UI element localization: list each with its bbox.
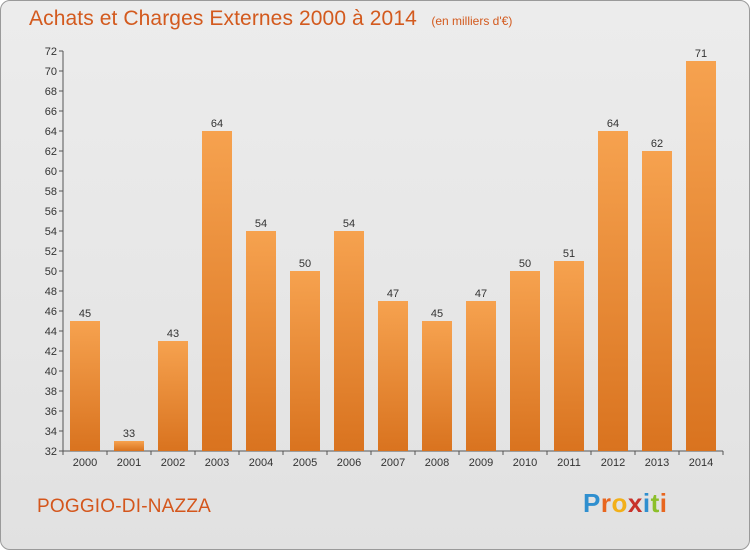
x-tick-label: 2010 bbox=[513, 457, 537, 469]
bar-2014 bbox=[686, 61, 716, 451]
bar-2006 bbox=[334, 231, 364, 451]
chart-title: Achats et Charges Externes 2000 à 2014 bbox=[29, 7, 417, 30]
chart-unit: (en milliers d'€) bbox=[431, 14, 513, 28]
x-tick-label: 2004 bbox=[249, 457, 273, 469]
bar-2013 bbox=[642, 151, 672, 451]
bar-2005 bbox=[290, 271, 320, 451]
y-tick-label: 56 bbox=[45, 206, 57, 218]
logo-letter: i bbox=[659, 488, 668, 518]
bar-2003 bbox=[202, 131, 232, 451]
data-label: 50 bbox=[299, 258, 311, 270]
logo-letter: i bbox=[642, 488, 651, 518]
proxiti-logo: Proxiti bbox=[583, 488, 667, 519]
data-label: 64 bbox=[607, 118, 619, 130]
y-tick-label: 36 bbox=[45, 406, 57, 418]
logo-letter: x bbox=[627, 488, 643, 518]
y-tick-label: 44 bbox=[45, 326, 57, 338]
y-tick-label: 40 bbox=[45, 366, 57, 378]
data-label: 71 bbox=[695, 48, 707, 60]
data-label: 64 bbox=[211, 118, 223, 130]
bar-2010 bbox=[510, 271, 540, 451]
y-tick-label: 50 bbox=[45, 266, 57, 278]
data-label: 47 bbox=[387, 288, 399, 300]
bar-2007 bbox=[378, 301, 408, 451]
y-tick-label: 64 bbox=[45, 126, 57, 138]
x-tick-label: 2006 bbox=[337, 457, 361, 469]
y-tick-label: 34 bbox=[45, 426, 57, 438]
x-tick-label: 2003 bbox=[205, 457, 229, 469]
logo-letter: o bbox=[611, 488, 628, 518]
bar-2000 bbox=[70, 321, 100, 451]
y-tick-label: 66 bbox=[45, 106, 57, 118]
y-tick-label: 60 bbox=[45, 166, 57, 178]
town-name: POGGIO-DI-NAZZA bbox=[37, 496, 211, 517]
data-label: 45 bbox=[431, 308, 443, 320]
bar-2011 bbox=[554, 261, 584, 451]
logo-letter: P bbox=[583, 488, 601, 518]
y-tick-label: 52 bbox=[45, 246, 57, 258]
x-tick-label: 2009 bbox=[469, 457, 493, 469]
bar-2009 bbox=[466, 301, 496, 451]
y-tick-label: 48 bbox=[45, 286, 57, 298]
y-tick-label: 70 bbox=[45, 66, 57, 78]
y-tick-label: 46 bbox=[45, 306, 57, 318]
bar-2008 bbox=[422, 321, 452, 451]
x-tick-label: 2012 bbox=[601, 457, 625, 469]
y-tick-label: 58 bbox=[45, 186, 57, 198]
logo-letter: r bbox=[600, 488, 612, 518]
data-label: 54 bbox=[343, 218, 355, 230]
data-label: 51 bbox=[563, 248, 575, 260]
y-tick-label: 32 bbox=[45, 446, 57, 458]
x-tick-label: 2005 bbox=[293, 457, 317, 469]
logo-letter: t bbox=[650, 488, 660, 518]
bar-2004 bbox=[246, 231, 276, 451]
x-tick-label: 2002 bbox=[161, 457, 185, 469]
data-label: 54 bbox=[255, 218, 267, 230]
y-tick-label: 72 bbox=[45, 46, 57, 58]
data-label: 45 bbox=[79, 308, 91, 320]
x-tick-label: 2001 bbox=[117, 457, 141, 469]
x-tick-label: 2008 bbox=[425, 457, 449, 469]
y-tick-label: 62 bbox=[45, 146, 57, 158]
data-label: 47 bbox=[475, 288, 487, 300]
bar-2001 bbox=[114, 441, 144, 451]
bar-2002 bbox=[158, 341, 188, 451]
data-label: 62 bbox=[651, 138, 663, 150]
chart-title-block: Achats et Charges Externes 2000 à 2014 (… bbox=[29, 7, 512, 31]
y-tick-label: 42 bbox=[45, 346, 57, 358]
x-tick-label: 2013 bbox=[645, 457, 669, 469]
data-label: 50 bbox=[519, 258, 531, 270]
y-tick-label: 54 bbox=[45, 226, 57, 238]
x-tick-label: 2000 bbox=[73, 457, 97, 469]
bar-2012 bbox=[598, 131, 628, 451]
y-tick-label: 38 bbox=[45, 386, 57, 398]
x-tick-label: 2014 bbox=[689, 457, 713, 469]
x-tick-label: 2011 bbox=[557, 457, 581, 469]
y-tick-label: 68 bbox=[45, 86, 57, 98]
x-tick-label: 2007 bbox=[381, 457, 405, 469]
data-label: 33 bbox=[123, 428, 135, 440]
data-label: 43 bbox=[167, 328, 179, 340]
